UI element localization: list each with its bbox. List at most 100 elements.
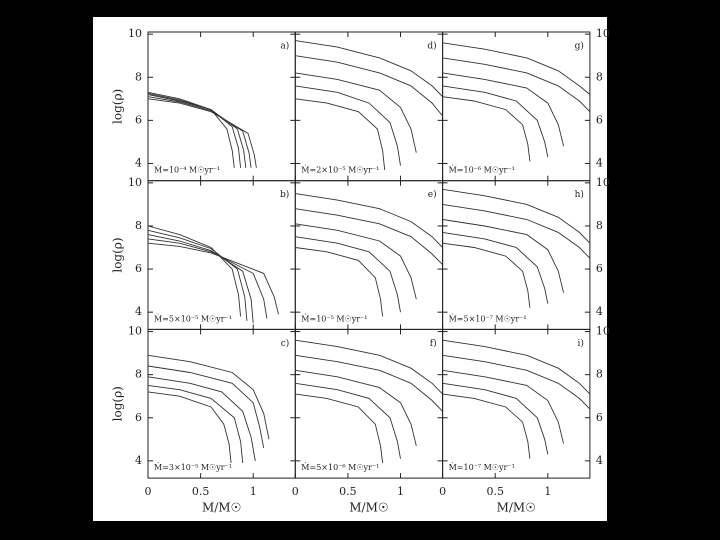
x-tick-label: 0.5 (192, 485, 210, 498)
x-tick-label: 0.5 (339, 485, 357, 498)
x-tick-label: 0 (292, 485, 299, 498)
density-curve (147, 376, 256, 461)
density-curve (147, 91, 235, 168)
density-curve (295, 369, 417, 446)
y-tick-label: 10 (596, 325, 610, 338)
x-axis-label: M/M☉ (202, 501, 241, 515)
density-curve (442, 57, 591, 113)
y-tick-label: 8 (596, 70, 603, 83)
accretion-rate: Ṁ=3×10⁻⁵ M☉yr⁻¹ (154, 463, 232, 472)
y-tick-label: 6 (596, 262, 603, 275)
accretion-rate: Ṁ=5×10⁻⁶ M☉yr⁻¹ (301, 463, 379, 472)
density-curve (147, 242, 279, 315)
accretion-rate: Ṁ=5×10⁻⁵ M☉yr⁻¹ (154, 314, 232, 323)
density-curve (295, 339, 443, 395)
density-curve (147, 98, 257, 168)
panel-label: c) (281, 338, 290, 349)
density-curve (147, 384, 244, 464)
y-tick-label: 6 (596, 411, 603, 424)
panel-label: i) (578, 338, 584, 349)
density-curve (295, 85, 401, 166)
density-curve (295, 98, 386, 170)
y-tick-label: 8 (135, 368, 142, 381)
y-tick-label: 4 (596, 454, 603, 467)
y-tick-label: 4 (135, 454, 142, 467)
panel-label: d) (427, 41, 436, 52)
x-axis-label: M/M☉ (349, 501, 388, 515)
y-tick-label: 6 (596, 113, 603, 126)
density-curve (295, 208, 443, 266)
panel-label: b) (280, 189, 289, 200)
accretion-rate: Ṁ=10⁻⁷ M☉yr⁻¹ (449, 463, 515, 472)
density-curve (295, 193, 443, 248)
y-tick-label: 4 (135, 156, 142, 169)
density-curve (442, 339, 591, 395)
x-axis-label: M/M☉ (497, 501, 536, 515)
panel-frame (442, 328, 591, 479)
y-tick-label: 4 (135, 305, 142, 318)
accretion-rate: Ṁ=5×10⁻⁷ M☉yr⁻¹ (449, 314, 527, 323)
density-curve (442, 188, 591, 244)
y-tick-label: 8 (135, 219, 142, 232)
density-curve (442, 219, 565, 293)
accretion-rate: Ṁ=10⁻⁴ M☉yr⁻¹ (154, 166, 220, 175)
y-tick-label: 6 (135, 411, 142, 424)
accretion-rate: Ṁ=10⁻⁵ M☉yr⁻¹ (301, 314, 367, 323)
figure-background (93, 17, 607, 521)
y-tick-label: 8 (596, 219, 603, 232)
density-curve (147, 391, 232, 464)
panel-label: a) (280, 41, 289, 52)
density-curve (147, 238, 268, 319)
density-curve (442, 369, 565, 444)
y-tick-label: 10 (596, 27, 610, 40)
accretion-rate: Ṁ=10⁻⁶ M☉yr⁻¹ (449, 166, 515, 175)
density-curve (442, 354, 591, 410)
x-tick-label: 0.5 (486, 485, 504, 498)
y-tick-label: 4 (596, 305, 603, 318)
density-curve (295, 382, 401, 459)
density-curve (147, 354, 270, 440)
density-curve (295, 40, 443, 98)
y-axis-label: log(ρ) (111, 386, 125, 421)
density-curve (295, 393, 384, 464)
y-axis-label: log(ρ) (111, 237, 125, 272)
density-curve (147, 234, 254, 323)
density-curve (295, 55, 443, 117)
density-curve (442, 382, 549, 455)
x-tick-label: 1 (544, 485, 551, 498)
density-curve (442, 72, 565, 147)
density-curve (295, 236, 401, 313)
y-axis-label: log(ρ) (111, 89, 125, 124)
density-curve (295, 223, 417, 300)
x-tick-label: 0 (145, 485, 152, 498)
panel-label: f) (430, 338, 437, 349)
y-tick-label: 6 (135, 262, 142, 275)
density-curve (442, 242, 531, 308)
density-curve (295, 247, 384, 317)
x-tick-label: 1 (250, 485, 257, 498)
y-tick-label: 10 (128, 176, 142, 189)
density-curve (442, 96, 531, 162)
y-tick-label: 10 (596, 176, 610, 189)
density-curve (442, 203, 591, 259)
density-curve (442, 42, 591, 95)
density-curve (295, 72, 417, 153)
density-curve (442, 231, 549, 304)
panel-label: e) (428, 189, 437, 200)
density-curve (147, 365, 265, 448)
y-tick-label: 8 (596, 368, 603, 381)
x-tick-label: 0 (439, 485, 446, 498)
panel-label: h) (575, 189, 584, 200)
density-curve (442, 85, 549, 158)
x-tick-label: 1 (397, 485, 404, 498)
y-tick-label: 10 (128, 325, 142, 338)
accretion-rate: Ṁ=2×10⁻⁵ M☉yr⁻¹ (301, 166, 379, 175)
y-tick-label: 10 (128, 27, 142, 40)
density-curve (442, 393, 531, 459)
y-tick-label: 6 (135, 113, 142, 126)
density-curve (295, 354, 443, 412)
y-tick-label: 4 (596, 156, 603, 169)
density-curve (147, 225, 242, 317)
